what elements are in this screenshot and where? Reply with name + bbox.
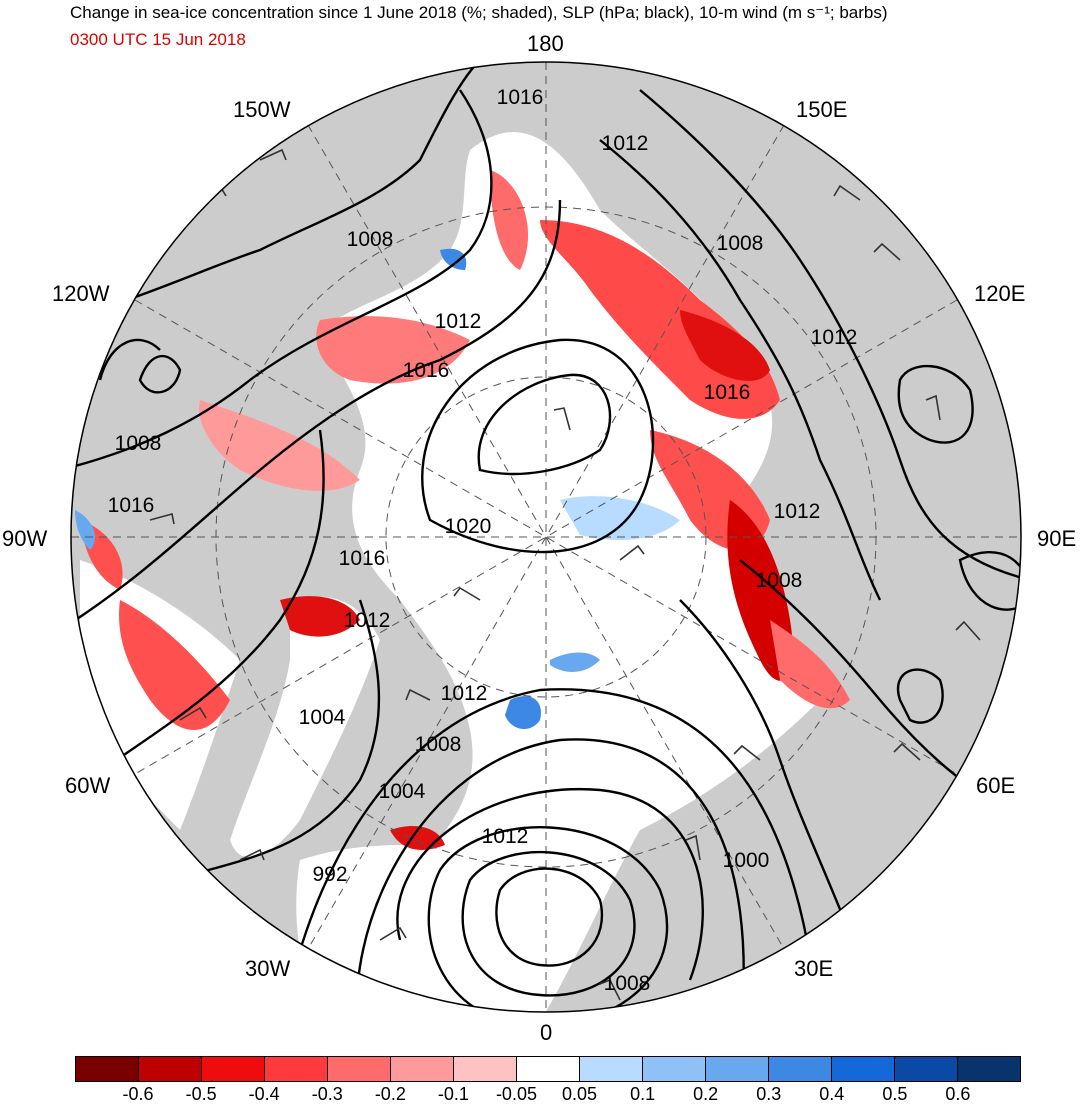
colorbar-swatch <box>328 1057 391 1081</box>
colorbar-swatch <box>643 1057 706 1081</box>
lon-label-30w: 30W <box>245 956 291 981</box>
slp-label: 1008 <box>347 228 394 251</box>
colorbar-swatch <box>454 1057 517 1081</box>
lon-label-120w: 120W <box>52 281 110 306</box>
slp-label: 992 <box>312 863 347 886</box>
lon-label-60w: 60W <box>65 773 111 798</box>
slp-label: 1000 <box>723 849 770 872</box>
slp-label: 1004 <box>379 780 426 803</box>
ice-loss-laptev <box>680 310 770 381</box>
baffin-bay <box>230 596 380 858</box>
colorbar-tick-label: -0.1 <box>437 1084 469 1104</box>
lon-label-30e: 30E <box>794 956 834 981</box>
lon-label-150e: 150E <box>796 97 848 122</box>
slp-label: 1016 <box>497 86 544 109</box>
colorbar-swatch <box>391 1057 454 1081</box>
colorbar-swatch <box>580 1057 643 1081</box>
slp-label: 1008 <box>115 432 162 455</box>
colorbar-swatch <box>517 1057 580 1081</box>
colorbar-swatch <box>76 1057 139 1081</box>
colorbar-swatch <box>265 1057 328 1081</box>
colorbar-swatch <box>202 1057 265 1081</box>
ice-loss-beaufort <box>316 316 470 384</box>
colorbar <box>75 1056 1021 1082</box>
slp-label: 1012 <box>441 682 488 705</box>
lon-label-60e: 60E <box>976 773 1016 798</box>
ice-gain-central <box>560 496 680 540</box>
ice-loss-hudson <box>280 596 360 637</box>
lon-label-180: 180 <box>527 31 564 56</box>
ice-loss-chukchi <box>490 170 529 270</box>
colorbar-tick-label: 0.05 <box>562 1084 598 1104</box>
slp-label: 1012 <box>482 825 529 848</box>
ice-loss-barents-edge <box>770 620 850 709</box>
colorbar-swatch <box>895 1057 958 1081</box>
colorbar-tick-label: -0.05 <box>495 1084 537 1104</box>
colorbar-tick-label: 0.4 <box>819 1084 845 1104</box>
colorbar-tick-label: -0.4 <box>248 1084 280 1104</box>
colorbar-tick-label: 0.3 <box>756 1084 782 1104</box>
lon-label-120e: 120E <box>974 281 1026 306</box>
slp-label: 1008 <box>756 569 803 592</box>
slp-label: 1008 <box>604 972 651 995</box>
map-boundary <box>70 61 1022 1013</box>
colorbar-swatch <box>958 1057 1020 1081</box>
colorbar-tick-label: 0.1 <box>630 1084 656 1104</box>
slp-label: 1012 <box>811 326 858 349</box>
slp-contours <box>71 62 1021 1012</box>
colorbar-swatch <box>769 1057 832 1081</box>
colorbar-tick-label: 0.2 <box>693 1084 719 1104</box>
ice-gain-fram <box>505 696 541 730</box>
slp-label: 1012 <box>774 500 821 523</box>
slp-label: 1016 <box>704 381 751 404</box>
ice-gain-svalbard <box>550 652 600 672</box>
lon-label-0: 0 <box>540 1020 553 1045</box>
slp-label: 1012 <box>435 310 482 333</box>
colorbar-swatch <box>139 1057 202 1081</box>
slp-label: 1016 <box>403 359 450 382</box>
ice-gain-beaufort <box>440 248 467 270</box>
colorbar-tick-label: -0.3 <box>311 1084 343 1104</box>
colorbar-tick-label: -0.2 <box>374 1084 406 1104</box>
colorbar-swatch <box>832 1057 895 1081</box>
slp-label: 1016 <box>108 494 155 517</box>
ice-loss-caa <box>199 400 360 491</box>
lon-label-90e: 90E <box>1037 526 1077 551</box>
valid-time: 0300 UTC 15 Jun 2018 <box>70 30 246 49</box>
colorbar-tick-label: -0.6 <box>122 1084 154 1104</box>
graticule <box>71 62 1021 1012</box>
colorbar-swatch <box>706 1057 769 1081</box>
colorbar-tick-label: 0.5 <box>882 1084 908 1104</box>
slp-label: 1008 <box>717 232 764 255</box>
lon-label-150w: 150W <box>233 97 291 122</box>
slp-label: 1012 <box>602 132 649 155</box>
lon-label-90w: 90W <box>2 526 48 551</box>
slp-label: 1004 <box>299 706 346 729</box>
colorbar-tick-label: 0.6 <box>945 1084 971 1104</box>
wind-barbs <box>149 148 981 1001</box>
slp-label: 1016 <box>339 547 386 570</box>
slp-label: 1020 <box>445 515 492 538</box>
slp-label: 1012 <box>344 609 391 632</box>
map-title: Change in sea-ice concentration since 1 … <box>70 3 888 22</box>
slp-label: 1008 <box>415 733 462 756</box>
ice-gain-west <box>75 510 95 550</box>
colorbar-tick-label: -0.5 <box>185 1084 217 1104</box>
slp-labels: 1016 1012 1008 1012 1016 1012 1016 1008 … <box>108 86 858 995</box>
